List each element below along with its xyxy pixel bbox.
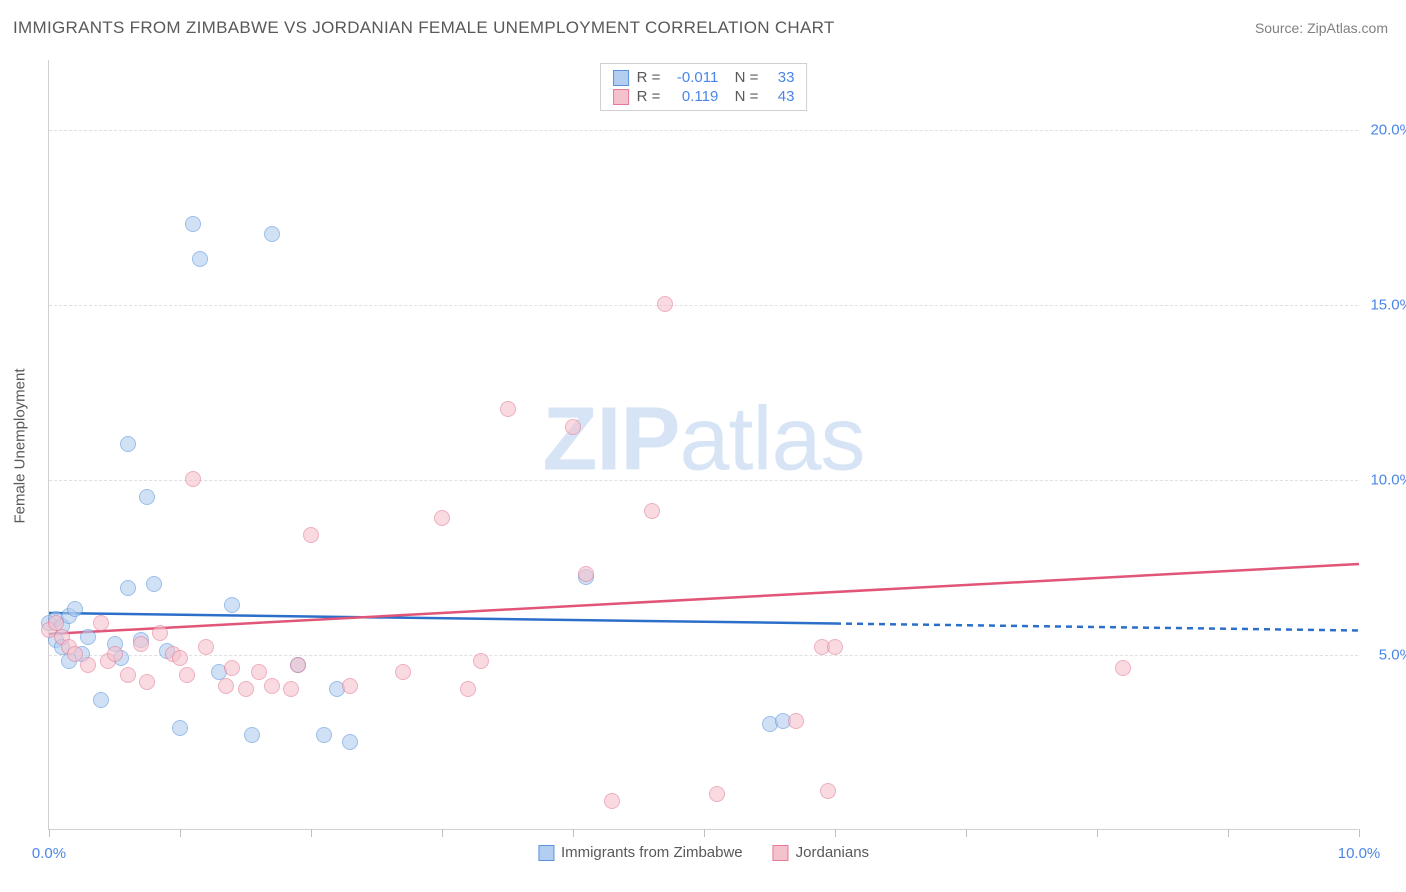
y-tick-label: 15.0% [1370,297,1406,314]
data-point [172,720,188,736]
x-tick [311,829,312,837]
legend-label-0: Immigrants from Zimbabwe [561,844,743,861]
data-point [565,419,581,435]
trendline-dashed [835,624,1359,631]
legend-item-0: Immigrants from Zimbabwe [538,844,743,861]
data-point [185,216,201,232]
x-tick [49,829,50,837]
trendlines-svg [49,60,1358,829]
r-value-0: -0.011 [668,69,718,86]
data-point [264,678,280,694]
stats-row-0: R = -0.011 N = 33 [613,68,795,87]
y-tick-label: 20.0% [1370,122,1406,139]
n-label: N = [726,88,758,105]
data-point [827,639,843,655]
data-point [290,657,306,673]
data-point [218,678,234,694]
data-point [644,503,660,519]
data-point [820,783,836,799]
data-point [604,793,620,809]
n-value-0: 33 [766,69,794,86]
data-point [251,664,267,680]
plot-area: ZIPatlas 5.0%10.0%15.0%20.0% 0.0%10.0% R… [48,60,1358,830]
y-axis-title: Female Unemployment [12,368,29,523]
x-tick [835,829,836,837]
data-point [67,601,83,617]
data-point [139,674,155,690]
data-point [264,226,280,242]
legend-item-1: Jordanians [773,844,869,861]
legend-label-1: Jordanians [796,844,869,861]
x-tick-label: 0.0% [32,845,66,862]
swatch-series-1 [613,89,629,105]
data-point [460,681,476,697]
data-point [198,639,214,655]
data-point [283,681,299,697]
data-point [179,667,195,683]
data-point [93,615,109,631]
x-tick-label: 10.0% [1338,845,1381,862]
swatch-series-0 [613,70,629,86]
stats-legend: R = -0.011 N = 33 R = 0.119 N = 43 [600,63,808,111]
data-point [434,510,450,526]
data-point [192,251,208,267]
swatch-legend-0 [538,845,554,861]
x-tick [966,829,967,837]
y-tick-label: 5.0% [1379,647,1406,664]
x-tick [1359,829,1360,837]
data-point [500,401,516,417]
r-value-1: 0.119 [668,88,718,105]
x-tick [180,829,181,837]
data-point [146,576,162,592]
data-point [657,296,673,312]
data-point [107,646,123,662]
data-point [395,664,411,680]
x-tick [1097,829,1098,837]
x-tick [704,829,705,837]
source-label: Source: ZipAtlas.com [1255,20,1388,36]
data-point [303,527,319,543]
data-point [80,657,96,673]
n-label: N = [726,69,758,86]
data-point [185,471,201,487]
data-point [93,692,109,708]
trendline-solid [49,613,835,624]
data-point [120,667,136,683]
data-point [172,650,188,666]
x-tick [1228,829,1229,837]
chart-title: IMMIGRANTS FROM ZIMBABWE VS JORDANIAN FE… [13,18,835,38]
data-point [342,678,358,694]
data-point [788,713,804,729]
data-point [224,597,240,613]
data-point [473,653,489,669]
data-point [316,727,332,743]
data-point [1115,660,1131,676]
x-tick [573,829,574,837]
stats-row-1: R = 0.119 N = 43 [613,87,795,106]
data-point [133,636,149,652]
trendline-solid [49,564,1359,634]
data-point [152,625,168,641]
data-point [120,436,136,452]
bottom-legend: Immigrants from Zimbabwe Jordanians [538,844,869,861]
swatch-legend-1 [773,845,789,861]
data-point [139,489,155,505]
n-value-1: 43 [766,88,794,105]
data-point [120,580,136,596]
data-point [709,786,725,802]
data-point [342,734,358,750]
data-point [80,629,96,645]
y-tick-label: 10.0% [1370,472,1406,489]
r-label: R = [637,88,661,105]
data-point [578,566,594,582]
r-label: R = [637,69,661,86]
data-point [224,660,240,676]
data-point [238,681,254,697]
x-tick [442,829,443,837]
data-point [244,727,260,743]
